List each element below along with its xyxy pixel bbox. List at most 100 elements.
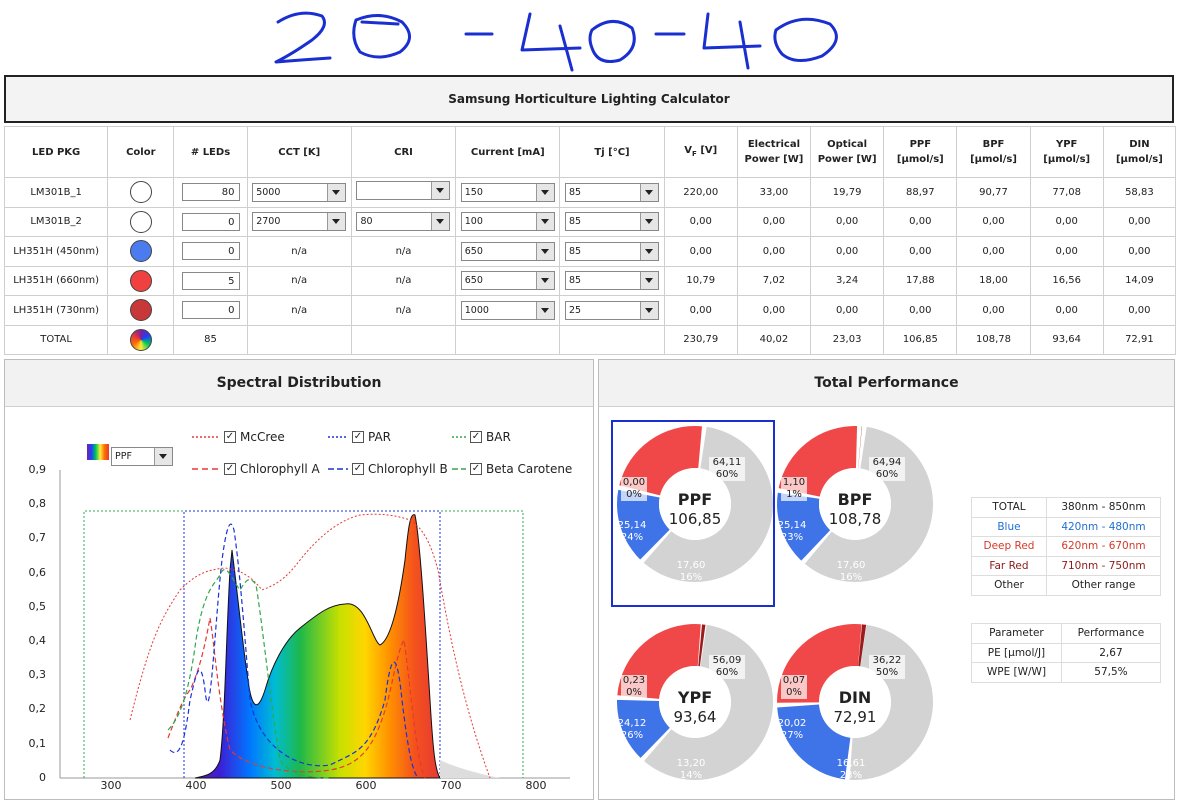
range-label: Far Red [971,556,1047,576]
ypf-value: 0,00 [1055,216,1078,228]
chevron-down-icon[interactable] [154,448,172,465]
cct-cell[interactable]: 5000 [246,177,352,208]
led-count-input[interactable]: 80 [181,183,240,202]
led-count-cell[interactable]: 80 [173,177,248,208]
x-tick-label: 400 [185,779,207,792]
current-cell[interactable]: 1000 [455,295,561,326]
cct-select[interactable]: 2700 [252,212,347,232]
chevron-down-icon[interactable] [640,213,659,231]
donut-hole [659,666,731,738]
range-row: TOTAL 380nm - 850nm [971,497,1162,518]
metric-selector[interactable]: PPF [111,447,173,466]
donut-din[interactable]: DIN 72,91 36,22 50% 0,07 0% 20,02 27% 16,61 23% [775,622,935,782]
col-cri: CRI [350,126,457,178]
range-value: 420nm - 480nm [1046,517,1162,537]
donut-label-other-value: 36,22 [872,655,902,666]
cct-select[interactable]: 5000 [252,182,347,202]
checkbox-mccree[interactable]: ✓ [224,431,236,443]
tj-select[interactable]: 85 [565,182,660,202]
led-count-input[interactable]: 0 [181,242,240,261]
tj-cell[interactable]: 85 [559,177,665,208]
tj-select[interactable]: 85 [565,241,660,261]
spectrum-tail [440,760,500,778]
cri-select[interactable] [356,181,451,201]
tj-cell[interactable]: 25 [559,295,665,326]
col-electrical-power: Electrical Power [W] [736,126,812,178]
chevron-down-icon[interactable] [327,213,346,231]
donut-label-deep-red: 25,14 24% [617,520,647,544]
cct-cell[interactable]: 2700 [246,206,352,237]
cri-cell[interactable] [350,177,457,208]
legend-bar[interactable]: ✓ BAR [452,430,511,444]
checkbox-chlorophyll-b[interactable]: ✓ [352,463,364,475]
current-select[interactable]: 650 [460,271,555,291]
tj-select[interactable]: 25 [565,300,660,320]
col-leds: # LEDs [173,126,248,178]
donut-ypf[interactable]: YPF 93,64 56,09 60% 0,23 0% 24,12 26% 13,20 14% [615,622,775,782]
donut-ppf[interactable]: PPF 106,85 64,11 60% 0,00 0% 25,14 24% 17,60 16% [615,424,775,584]
checkbox-beta-carotene[interactable]: ✓ [470,463,482,475]
current-cell[interactable]: 150 [455,177,561,208]
current-cell[interactable]: 650 [455,236,561,267]
led-count-input[interactable]: 0 [181,212,240,231]
current-select[interactable]: 1000 [460,300,555,320]
legend-chlorophyll-a[interactable]: ✓ Chlorophyll A [192,462,320,476]
legend-beta-carotene[interactable]: ✓ Beta Carotene [452,462,572,476]
col-vf: VF [V] [663,126,738,178]
chevron-down-icon[interactable] [327,183,346,201]
legend-chlorophyll-b[interactable]: ✓ Chlorophyll B [328,462,448,476]
table-row: LM301B_1 80 5000 150 85 220,00 33,00 19,79 88,97… [3,177,1177,208]
opt-cell: 19,79 [810,177,885,208]
legend-mccree-label: McCree [240,430,285,444]
performance-title: Total Performance [599,360,1174,407]
chevron-down-icon[interactable] [535,272,554,290]
selected-donut-frame[interactable] [611,420,775,607]
legend-beta-carotene-swatch [452,468,466,470]
chevron-down-icon[interactable] [640,183,659,201]
chevron-down-icon[interactable] [535,242,554,260]
vf-value: 220,00 [683,186,719,198]
tj-cell[interactable]: 85 [559,265,665,296]
led-count-input[interactable]: 0 [181,301,240,320]
tj-select[interactable]: 85 [565,271,660,291]
chevron-down-icon[interactable] [535,183,554,201]
led-color-cell [107,295,175,326]
led-count-cell[interactable]: 0 [173,236,248,267]
led-count-input[interactable]: 5 [181,271,240,290]
tj-cell[interactable]: 85 [559,236,665,267]
legend-par[interactable]: ✓ PAR [328,430,391,444]
led-count-cell[interactable]: 5 [173,265,248,296]
donut-slice-far-red [858,624,867,667]
donut-bpf[interactable]: BPF 108,78 64,94 60% 1,10 1% 25,14 23% 17,60 16% [775,424,935,584]
led-count-cell[interactable]: 0 [173,206,248,237]
col-vf-symbol: V [684,144,693,156]
cri-na: n/a [395,245,412,257]
vf-value: 0,00 [689,216,712,228]
legend-chlorophyll-a-swatch [192,468,220,470]
donut-hole [659,468,731,540]
donut-label-far-red-pct: 0% [626,687,642,698]
chevron-down-icon[interactable] [640,242,659,260]
chevron-down-icon[interactable] [640,301,659,319]
led-count-cell[interactable]: 0 [173,295,248,326]
donut-label-deep-red-pct: 26% [620,730,644,741]
chevron-down-icon[interactable] [431,182,450,200]
checkbox-bar[interactable]: ✓ [470,431,482,443]
led-color-cell [107,265,175,296]
current-select[interactable]: 100 [460,212,555,232]
chevron-down-icon[interactable] [535,301,554,319]
cri-select[interactable]: 80 [356,212,451,232]
cri-cell[interactable]: 80 [350,206,457,237]
tj-cell[interactable]: 85 [559,206,665,237]
current-select[interactable]: 650 [460,241,555,261]
checkbox-chlorophyll-a[interactable]: ✓ [224,463,236,475]
current-cell[interactable]: 100 [455,206,561,237]
tj-select[interactable]: 85 [565,212,660,232]
legend-mccree[interactable]: ✓ McCree [192,430,285,444]
chevron-down-icon[interactable] [535,213,554,231]
checkbox-par[interactable]: ✓ [352,431,364,443]
chevron-down-icon[interactable] [640,272,659,290]
chevron-down-icon[interactable] [431,213,450,231]
donut-label-far-red-value: 0,00 [622,477,646,488]
current-select[interactable]: 150 [460,182,555,202]
